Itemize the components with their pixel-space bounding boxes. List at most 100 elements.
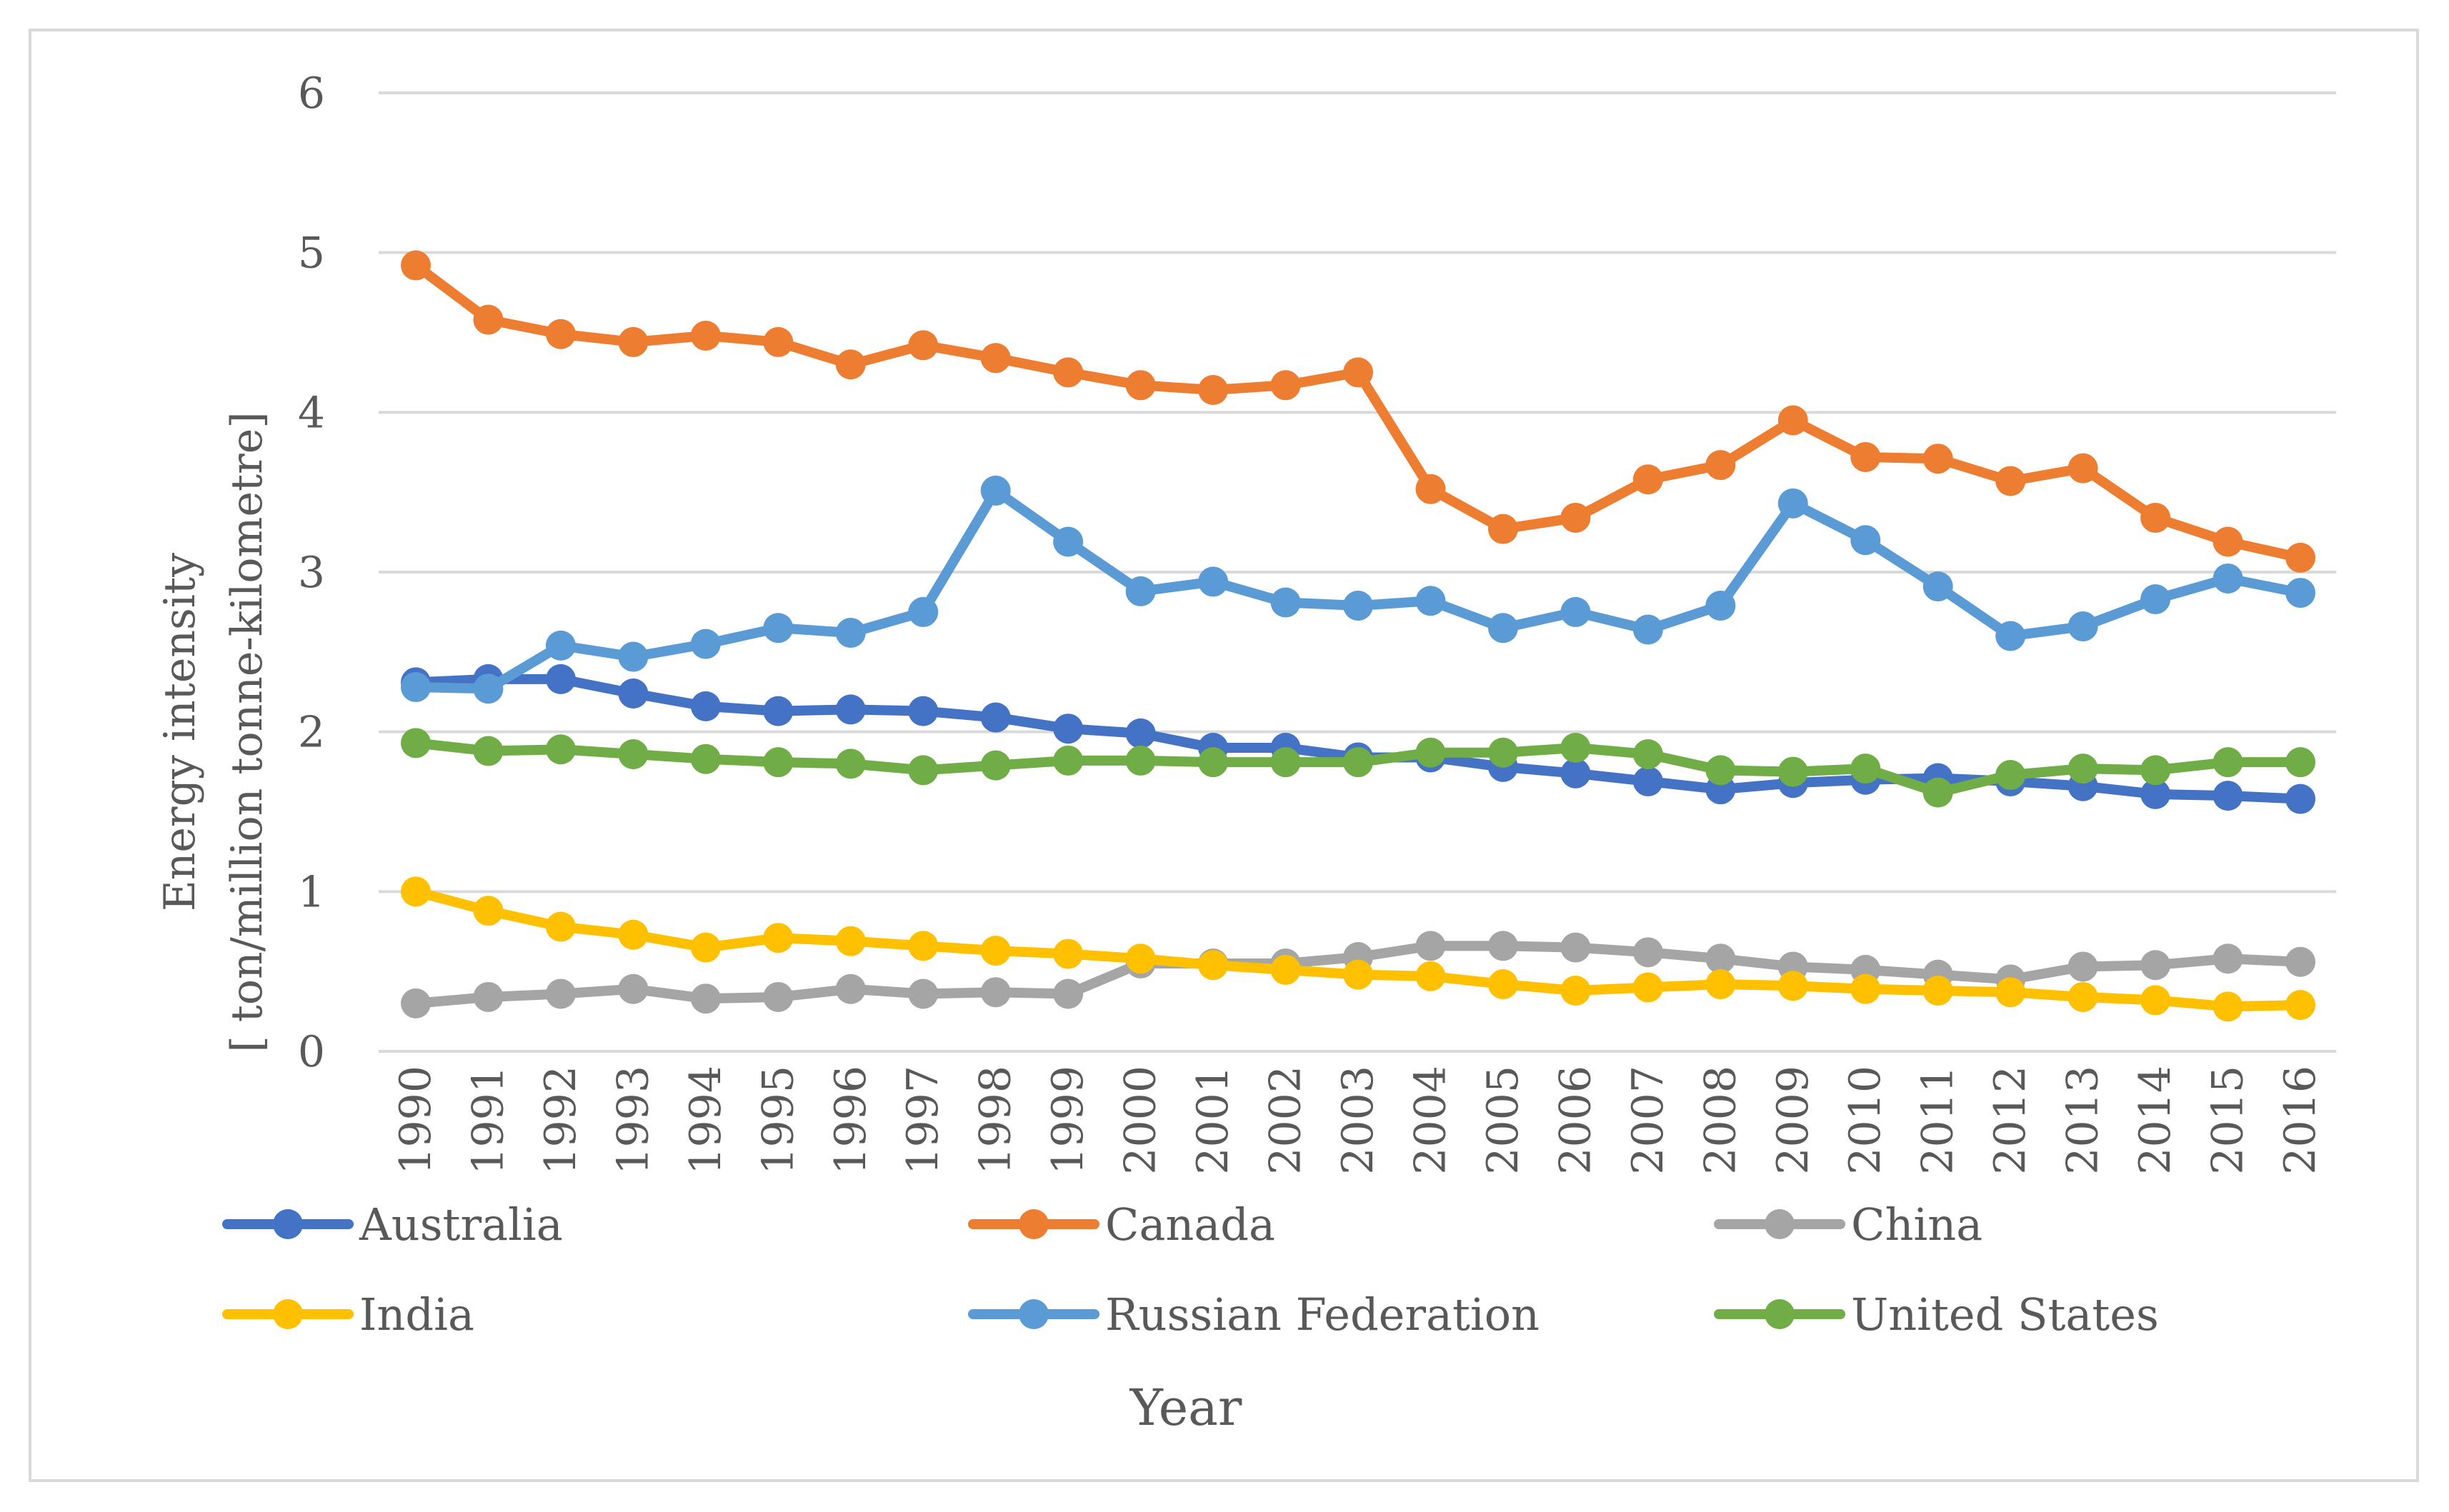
data-point	[1632, 937, 1663, 968]
data-point	[908, 596, 939, 627]
data-point	[473, 981, 504, 1012]
data-point	[2213, 563, 2243, 594]
data-point	[1198, 747, 1229, 778]
x-tick-label: 2000	[1116, 1066, 1166, 1175]
data-point	[473, 674, 504, 704]
data-point	[1270, 954, 1301, 985]
x-tick-label: 2002	[1261, 1066, 1311, 1175]
y-tick-label: 5	[298, 229, 325, 279]
data-point	[1850, 441, 1881, 472]
x-axis-title: Year	[1129, 1378, 1242, 1437]
data-point	[1415, 961, 1446, 991]
data-point	[1270, 587, 1301, 618]
data-point	[980, 936, 1011, 966]
data-point	[1922, 444, 1953, 474]
legend-entry: Canada	[968, 1198, 1275, 1251]
data-point	[1487, 931, 1518, 961]
x-tick-label: 1993	[608, 1066, 658, 1175]
data-point	[2285, 747, 2315, 778]
data-point	[763, 747, 794, 778]
data-point	[1053, 526, 1084, 557]
data-point	[618, 739, 649, 769]
legend-swatch-marker	[1765, 1209, 1795, 1239]
series-united-states	[401, 728, 2315, 808]
data-point	[1270, 370, 1301, 401]
data-point	[2068, 611, 2098, 642]
x-tick-label: 2013	[2058, 1066, 2108, 1175]
series-line	[411, 485, 2305, 694]
legend-swatch-marker	[273, 1209, 303, 1239]
data-point	[545, 319, 576, 349]
data-point	[1125, 576, 1156, 606]
x-tick-label: 1991	[463, 1066, 513, 1175]
data-point	[1560, 733, 1591, 763]
data-point	[1850, 973, 1881, 1004]
legend-label: Canada	[1105, 1198, 1275, 1251]
data-point	[2140, 778, 2171, 809]
data-point	[2140, 755, 2171, 786]
data-point	[908, 696, 939, 726]
data-point	[835, 926, 866, 956]
data-point	[2140, 584, 2171, 615]
data-point	[2213, 747, 2243, 778]
data-point	[1487, 737, 1518, 768]
data-point	[473, 736, 504, 766]
x-tick-label: 2004	[1405, 1066, 1455, 1175]
data-point	[1343, 747, 1373, 778]
legend-label: Russian Federation	[1105, 1288, 1540, 1341]
data-point	[690, 932, 721, 963]
legend-entry: India	[222, 1288, 474, 1341]
data-point	[1632, 739, 1663, 769]
data-point	[908, 931, 939, 961]
legend-label: United States	[1851, 1288, 2159, 1341]
data-point	[2213, 526, 2243, 557]
x-tick-label: 1990	[391, 1066, 441, 1175]
data-point	[1705, 943, 1736, 974]
data-point	[1270, 747, 1301, 778]
data-point	[2068, 754, 2098, 784]
data-point	[2140, 950, 2171, 981]
y-tick-label: 2	[298, 708, 325, 758]
data-point	[1777, 405, 1808, 436]
y-tick-label: 1	[298, 867, 325, 917]
x-tick-label: 1994	[681, 1066, 731, 1175]
data-point	[908, 330, 939, 361]
data-point	[1343, 959, 1373, 990]
x-tick-label: 2011	[1913, 1066, 1963, 1175]
data-point	[1560, 596, 1591, 627]
data-point	[1053, 938, 1084, 969]
x-tick-label: 1996	[826, 1066, 876, 1175]
y-tick-label: 3	[298, 548, 325, 598]
y-axis-title-line2: [ ton/million tonne-kilometre]	[222, 411, 272, 1052]
data-point	[1487, 514, 1518, 544]
data-point	[1632, 464, 1663, 495]
data-point	[1343, 590, 1373, 621]
x-tick-label: 1992	[536, 1066, 586, 1175]
data-point	[1415, 474, 1446, 504]
data-point	[1705, 969, 1736, 1000]
data-point	[763, 981, 794, 1012]
data-point	[2285, 990, 2315, 1021]
data-point	[1995, 621, 2026, 651]
data-point	[545, 911, 576, 942]
data-point	[2213, 991, 2243, 1022]
data-point	[2068, 981, 2098, 1012]
data-point	[1632, 614, 1663, 645]
data-point	[1053, 978, 1084, 1009]
data-point	[980, 475, 1011, 506]
x-tick-label: 2001	[1188, 1066, 1238, 1175]
x-tick-label: 2016	[2275, 1066, 2325, 1175]
data-point	[401, 250, 431, 281]
data-point	[1777, 756, 1808, 787]
data-point	[690, 691, 721, 721]
data-point	[1777, 971, 1808, 1001]
data-point	[545, 630, 576, 661]
data-point	[1995, 466, 2026, 496]
legend-label: India	[359, 1288, 474, 1341]
x-tick-label: 2006	[1550, 1066, 1600, 1175]
x-tick-label: 2009	[1768, 1066, 1818, 1175]
data-point	[1198, 566, 1229, 597]
y-tick-label: 4	[298, 388, 325, 438]
legend-label: China	[1851, 1198, 1982, 1251]
data-point	[1632, 972, 1663, 1003]
